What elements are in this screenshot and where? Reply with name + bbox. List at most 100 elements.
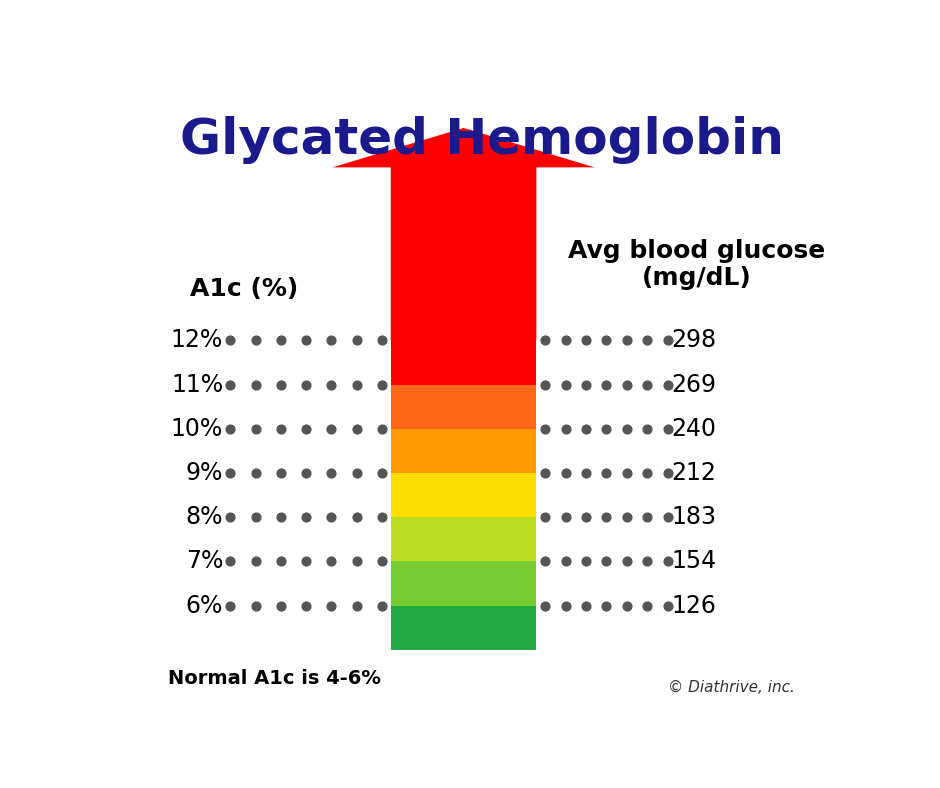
Point (274, 422, 289, 435)
Point (374, 599, 389, 611)
Point (578, 334, 593, 347)
Bar (391, 517, 537, 561)
Point (223, 466, 238, 479)
Point (578, 378, 593, 391)
Text: 212: 212 (671, 461, 716, 485)
Point (558, 599, 573, 611)
Point (599, 378, 614, 391)
Point (299, 555, 314, 567)
Point (538, 599, 553, 611)
Point (578, 511, 593, 523)
Point (248, 555, 263, 567)
Bar (391, 473, 537, 517)
Point (349, 334, 364, 347)
Text: 9%: 9% (186, 461, 223, 485)
Point (274, 511, 289, 523)
Point (223, 378, 238, 391)
Point (558, 334, 573, 347)
Point (660, 378, 675, 391)
Point (619, 555, 634, 567)
Point (578, 599, 593, 611)
Point (223, 555, 238, 567)
Text: 10%: 10% (171, 417, 223, 440)
Point (578, 555, 593, 567)
Point (223, 334, 238, 347)
Bar (391, 561, 537, 605)
Point (538, 334, 553, 347)
Point (639, 599, 654, 611)
Text: Glycated Hemoglobin: Glycated Hemoglobin (180, 116, 784, 164)
Text: © Diathrive, inc.: © Diathrive, inc. (668, 681, 795, 696)
Point (660, 334, 675, 347)
Point (639, 555, 654, 567)
Point (299, 422, 314, 435)
Point (324, 599, 339, 611)
Point (324, 511, 339, 523)
Text: 8%: 8% (185, 505, 223, 529)
Point (324, 555, 339, 567)
Point (248, 378, 263, 391)
Point (248, 334, 263, 347)
Point (599, 511, 614, 523)
Point (538, 555, 553, 567)
Polygon shape (333, 128, 595, 340)
Point (274, 599, 289, 611)
Point (660, 422, 675, 435)
Point (538, 511, 553, 523)
Point (538, 466, 553, 479)
Point (599, 466, 614, 479)
Point (299, 334, 314, 347)
Text: 7%: 7% (186, 549, 223, 574)
Bar (391, 605, 537, 650)
Point (599, 555, 614, 567)
Point (223, 599, 238, 611)
Point (619, 599, 634, 611)
Point (223, 422, 238, 435)
Text: 183: 183 (671, 505, 716, 529)
Point (274, 555, 289, 567)
Point (274, 334, 289, 347)
Point (374, 334, 389, 347)
Point (619, 422, 634, 435)
Point (619, 511, 634, 523)
Point (558, 378, 573, 391)
Point (639, 466, 654, 479)
Bar (391, 340, 537, 385)
Text: A1c (%): A1c (%) (191, 277, 299, 301)
Point (349, 466, 364, 479)
Point (578, 422, 593, 435)
Text: 240: 240 (671, 417, 716, 440)
Point (349, 378, 364, 391)
Point (639, 334, 654, 347)
Point (299, 511, 314, 523)
Point (538, 378, 553, 391)
Point (639, 511, 654, 523)
Point (660, 599, 675, 611)
Point (558, 511, 573, 523)
Point (324, 378, 339, 391)
Bar (391, 429, 537, 473)
Point (299, 466, 314, 479)
Point (578, 466, 593, 479)
Text: 6%: 6% (186, 593, 223, 618)
Point (248, 466, 263, 479)
Point (558, 555, 573, 567)
Point (599, 422, 614, 435)
Text: 126: 126 (671, 593, 716, 618)
Point (660, 555, 675, 567)
Text: Avg blood glucose
(mg/dL): Avg blood glucose (mg/dL) (568, 239, 825, 290)
Point (274, 378, 289, 391)
Point (660, 511, 675, 523)
Point (324, 466, 339, 479)
Point (639, 378, 654, 391)
Point (324, 422, 339, 435)
Point (349, 422, 364, 435)
Point (374, 555, 389, 567)
Text: 269: 269 (671, 373, 716, 396)
Point (248, 511, 263, 523)
Point (639, 422, 654, 435)
Text: 12%: 12% (171, 329, 223, 352)
Point (299, 599, 314, 611)
Point (374, 422, 389, 435)
Bar (391, 385, 537, 429)
